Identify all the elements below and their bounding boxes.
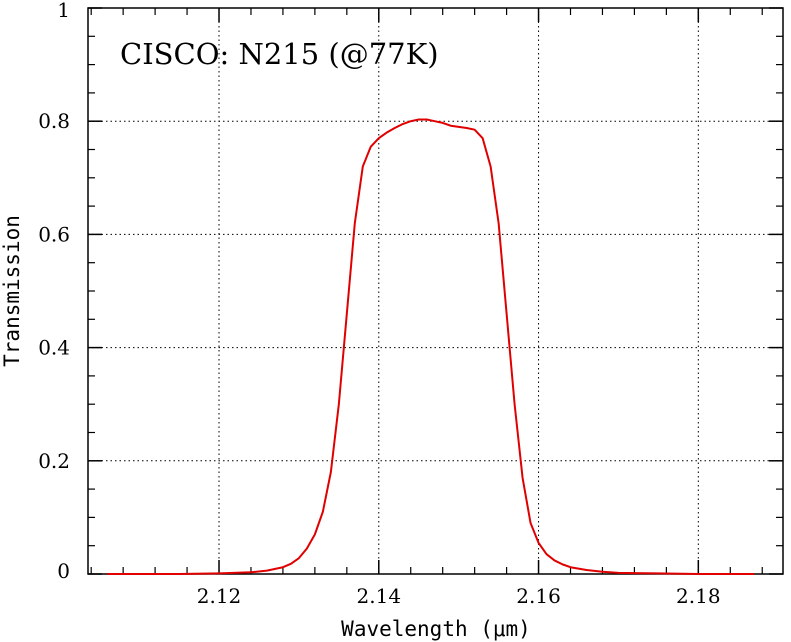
x-axis-title: Wavelength (μm) <box>341 617 531 641</box>
y-tick-label: 1 <box>57 0 70 22</box>
y-tick-label: 0.2 <box>38 449 70 473</box>
series-line-n215 <box>107 118 755 575</box>
grid-lines <box>88 8 783 574</box>
x-tick-label: 2.12 <box>197 584 242 608</box>
x-tick-label: 2.18 <box>676 584 721 608</box>
chart-title: CISCO: N215 (@77K) <box>120 37 439 71</box>
plot-frame <box>87 7 784 575</box>
x-tick-label: 2.16 <box>516 584 561 608</box>
y-tick-label: 0.6 <box>38 222 70 246</box>
y-tick-label: 0.8 <box>38 109 70 133</box>
minor-ticks <box>88 8 783 574</box>
x-tick-label: 2.14 <box>357 584 402 608</box>
y-axis-title: Transmission <box>0 215 24 367</box>
x-tick-labels: 2.12 2.14 2.16 2.18 <box>197 584 721 608</box>
y-tick-label: 0 <box>57 559 70 583</box>
major-ticks <box>88 7 783 575</box>
y-tick-label: 0.4 <box>38 336 70 360</box>
y-tick-labels: 0 0.2 0.4 0.6 0.8 1 <box>38 0 70 583</box>
